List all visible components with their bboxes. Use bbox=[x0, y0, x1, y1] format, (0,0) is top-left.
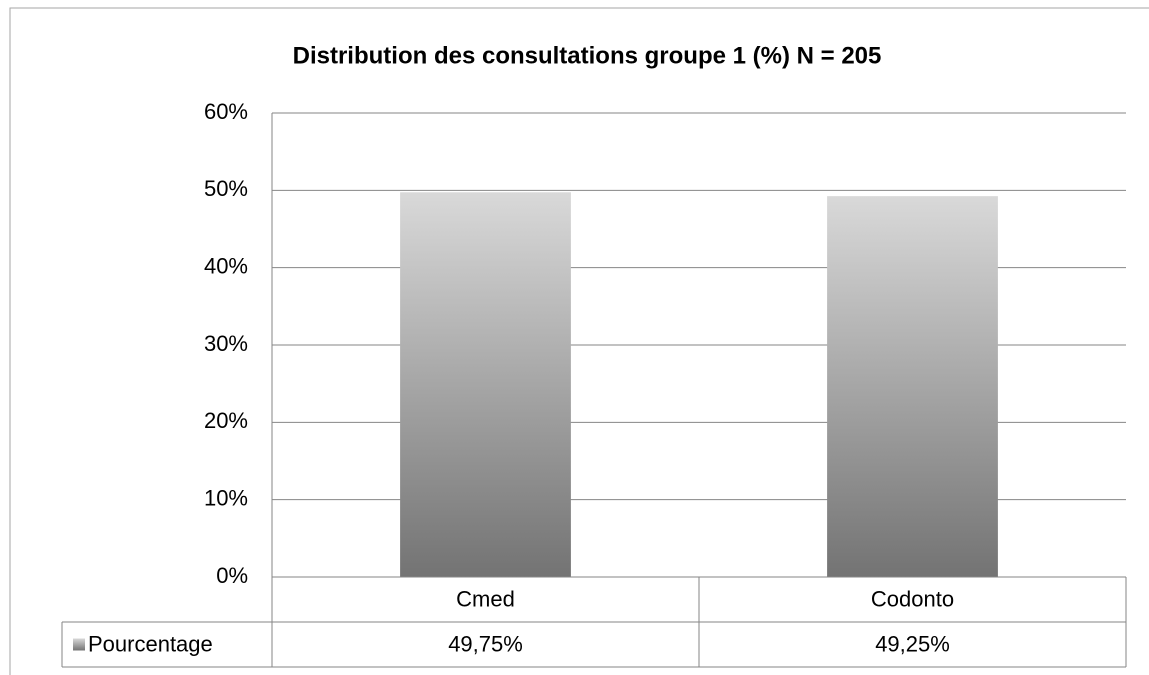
table-value: 49,75% bbox=[448, 631, 523, 656]
table-value: 49,25% bbox=[875, 631, 950, 656]
y-tick-label: 20% bbox=[204, 408, 248, 433]
y-tick-label: 10% bbox=[204, 485, 248, 510]
y-tick-label: 40% bbox=[204, 253, 248, 278]
legend-key bbox=[73, 638, 85, 651]
y-tick-label: 0% bbox=[216, 563, 248, 588]
legend-label: Pourcentage bbox=[88, 631, 213, 656]
y-tick-label: 60% bbox=[204, 99, 248, 124]
bar bbox=[400, 192, 571, 577]
y-tick-label: 30% bbox=[204, 331, 248, 356]
x-tick-label: Codonto bbox=[871, 586, 954, 611]
x-tick-label: Cmed bbox=[456, 586, 515, 611]
y-tick-label: 50% bbox=[204, 176, 248, 201]
chart-title: Distribution des consultations groupe 1 … bbox=[293, 42, 882, 69]
bar bbox=[827, 196, 998, 577]
chart-frame bbox=[9, 7, 1149, 675]
